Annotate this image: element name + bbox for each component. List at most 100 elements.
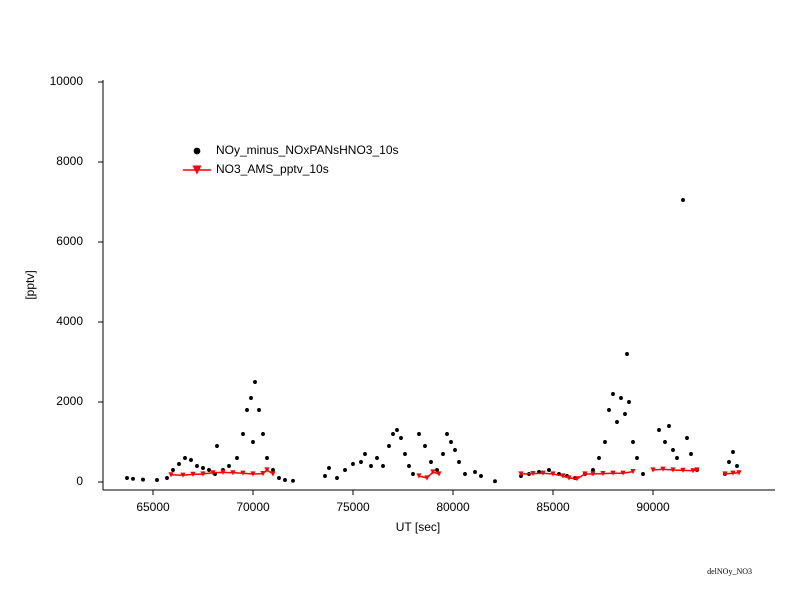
data-point	[727, 460, 731, 464]
data-point	[650, 467, 656, 473]
y-tick-label: 10000	[50, 74, 84, 88]
data-point	[195, 464, 199, 468]
footnote: delNOy_NO3	[707, 567, 752, 576]
data-point	[630, 469, 636, 475]
data-point	[547, 468, 551, 472]
data-point	[395, 428, 399, 432]
data-point	[200, 471, 206, 477]
data-point	[607, 408, 611, 412]
data-point	[685, 436, 689, 440]
data-point	[271, 468, 275, 472]
data-point	[566, 475, 572, 481]
data-point	[620, 470, 626, 476]
data-point	[730, 470, 736, 476]
y-tick-label: 4000	[56, 314, 83, 328]
series-line	[418, 471, 440, 479]
x-tick-label: 80000	[436, 500, 470, 514]
data-point	[429, 460, 433, 464]
data-point	[227, 464, 231, 468]
data-point	[245, 408, 249, 412]
data-point	[473, 470, 477, 474]
data-point	[343, 468, 347, 472]
data-point	[210, 470, 216, 476]
data-point	[441, 452, 445, 456]
data-point	[530, 471, 536, 477]
data-point	[600, 471, 606, 477]
data-point	[582, 471, 588, 477]
data-point	[680, 467, 686, 473]
data-point	[369, 464, 373, 468]
data-point	[610, 470, 616, 476]
data-point	[177, 462, 181, 466]
data-point	[403, 452, 407, 456]
legend-marker	[193, 147, 201, 155]
data-point	[627, 400, 631, 404]
data-point	[190, 471, 196, 477]
data-point	[207, 468, 211, 472]
data-point	[635, 456, 639, 460]
x-tick-label: 70000	[236, 500, 270, 514]
data-point	[722, 471, 728, 477]
data-point	[518, 471, 524, 477]
data-point	[449, 440, 453, 444]
data-point	[540, 470, 546, 476]
data-point	[445, 432, 449, 436]
data-point	[391, 432, 395, 436]
data-point	[660, 466, 666, 472]
data-point	[183, 456, 187, 460]
data-point	[250, 471, 256, 477]
data-point	[663, 440, 667, 444]
data-point	[215, 444, 219, 448]
data-point	[171, 468, 175, 472]
data-point	[560, 473, 566, 479]
data-point	[399, 436, 403, 440]
data-point	[574, 476, 580, 482]
data-point	[387, 444, 391, 448]
data-point	[430, 469, 436, 475]
data-point	[220, 469, 226, 475]
data-point	[670, 467, 676, 473]
data-point	[201, 466, 205, 470]
data-point	[265, 456, 269, 460]
data-point	[625, 352, 629, 356]
data-point	[463, 472, 467, 476]
x-tick-label: 75000	[336, 500, 370, 514]
legend-label: NO3_AMS_pptv_10s	[216, 162, 329, 176]
y-tick-label: 6000	[56, 234, 83, 248]
data-point	[251, 440, 255, 444]
data-point	[291, 478, 295, 483]
data-point	[675, 456, 679, 460]
data-point	[689, 452, 693, 456]
data-point	[417, 432, 421, 436]
x-tick-label: 65000	[136, 500, 170, 514]
data-point	[230, 470, 236, 476]
data-point	[657, 428, 661, 432]
data-point	[615, 420, 619, 424]
legend-marker	[192, 165, 202, 175]
data-point	[155, 478, 159, 482]
x-axis-label: UT [sec]	[396, 520, 440, 534]
data-point	[351, 462, 355, 466]
data-point	[327, 466, 331, 470]
data-point	[641, 472, 645, 476]
data-point	[671, 448, 675, 452]
data-point	[731, 450, 735, 454]
data-point	[264, 467, 270, 473]
data-point	[165, 476, 169, 480]
data-point	[453, 448, 457, 452]
data-point	[591, 468, 595, 472]
data-point	[411, 472, 415, 476]
x-tick-label: 85000	[536, 500, 570, 514]
data-point	[590, 471, 596, 477]
data-point	[240, 470, 246, 476]
data-point	[180, 472, 186, 478]
data-point	[631, 440, 635, 444]
data-point	[363, 452, 367, 456]
data-point	[253, 380, 257, 384]
y-tick-label: 2000	[56, 394, 83, 408]
data-point	[423, 444, 427, 448]
data-point	[131, 476, 135, 481]
data-point	[189, 458, 193, 462]
y-tick-label: 8000	[56, 154, 83, 168]
